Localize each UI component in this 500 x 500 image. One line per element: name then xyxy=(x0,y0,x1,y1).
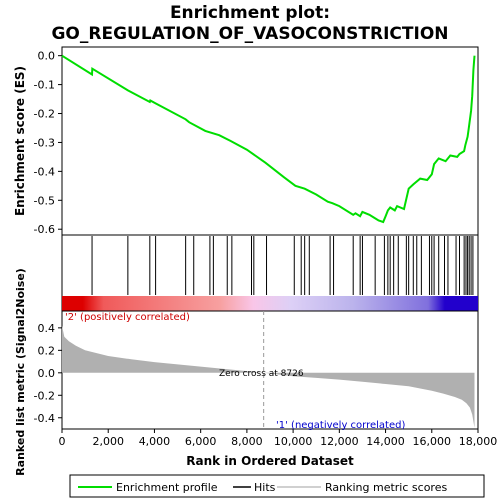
es-y-tick-label: -0.4 xyxy=(34,165,55,178)
es-y-axis-label: Enrichment score (ES) xyxy=(13,66,27,216)
es-y-tick-label: -0.6 xyxy=(34,223,55,236)
metric-y-tick-label: 0.2 xyxy=(38,344,56,357)
x-axis-label: Rank in Ordered Dataset xyxy=(186,454,354,468)
es-y-tick-label: -0.1 xyxy=(34,79,55,92)
x-tick-label: 16,000 xyxy=(413,435,452,448)
chart-title-line1: Enrichment plot: xyxy=(170,3,330,23)
metric-y-axis: 0.4 0.2 0.0 -0.2 -0.4 xyxy=(34,322,62,425)
es-panel-frame xyxy=(61,46,479,236)
legend-label-enrichment: Enrichment profile xyxy=(116,481,218,494)
x-tick-label: 12,000 xyxy=(320,435,359,448)
x-tick-label: 6,000 xyxy=(185,435,217,448)
rank-gradient xyxy=(62,296,478,311)
metric-x-axis: 0 2,000 4,000 6,000 8,000 10,000 12,000 14,000 1… xyxy=(59,429,498,448)
es-y-tick-label: -0.3 xyxy=(34,136,55,149)
metric-y-tick-label: -0.4 xyxy=(34,412,55,425)
es-y-tick-label: -0.5 xyxy=(34,194,55,207)
x-tick-label: 10,000 xyxy=(274,435,313,448)
negative-correlation-label: '1' (negatively correlated) xyxy=(276,420,405,431)
x-tick-label: 14,000 xyxy=(366,435,405,448)
x-tick-label: 0 xyxy=(59,435,66,448)
positive-correlation-label: '2' (positively correlated) xyxy=(65,312,190,323)
legend-label-metric: Ranking metric scores xyxy=(325,481,447,494)
metric-y-axis-label: Ranked list metric (Signal2Noise) xyxy=(14,268,27,476)
enrichment-profile-line xyxy=(61,54,476,224)
x-tick-label: 18,000 xyxy=(459,435,498,448)
x-tick-label: 4,000 xyxy=(139,435,171,448)
es-y-tick-label: -0.2 xyxy=(34,108,55,121)
es-y-tick-label: 0.0 xyxy=(38,50,56,63)
zero-cross-label: Zero cross at 8726 xyxy=(219,369,304,379)
chart-title-line2: GO_REGULATION_OF_VASOCONSTRICTION xyxy=(51,24,448,44)
legend-label-hits: Hits xyxy=(254,481,276,494)
es-series xyxy=(61,54,476,224)
legend: Enrichment profile Hits Ranking metric s… xyxy=(69,474,485,498)
hits-lines xyxy=(91,236,474,295)
es-y-axis: 0.0 -0.1 -0.2 -0.3 -0.4 -0.5 -0.6 xyxy=(34,50,62,236)
x-tick-label: 2,000 xyxy=(92,435,124,448)
metric-y-tick-label: -0.2 xyxy=(34,389,55,402)
metric-area xyxy=(62,311,475,429)
metric-y-tick-label: 0.0 xyxy=(38,367,56,380)
legend-frame xyxy=(69,474,485,498)
metric-area-fill xyxy=(62,325,475,428)
x-tick-label: 8,000 xyxy=(231,435,263,448)
rank-gradient-bar xyxy=(62,296,478,311)
metric-y-tick-label: 0.4 xyxy=(38,322,56,335)
